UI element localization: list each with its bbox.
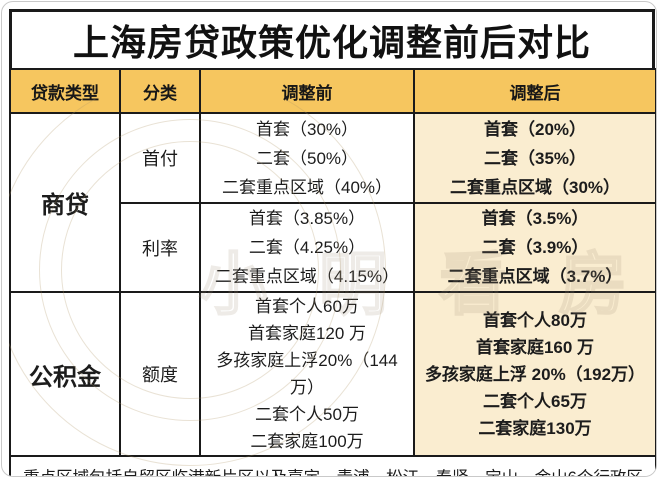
title-box: 上海房贷政策优化调整前后对比 xyxy=(9,9,655,71)
table-row-quota: 公积金 额度 首套个人60万 首套家庭120 万 多孩家庭上浮20%（144万）… xyxy=(9,291,656,457)
after-downpayment: 首套（20%） 二套（35%） 二套重点区域（30%） xyxy=(413,112,656,204)
after-quota: 首套个人80万 首套家庭160 万 多孩家庭上浮 20%（192万） 二套个人6… xyxy=(413,291,656,457)
header-loan-type: 贷款类型 xyxy=(9,68,121,114)
comparison-table: 贷款类型 分类 调整前 调整后 商贷 首付 首套（30%） 二套（50%） 二套… xyxy=(9,68,656,476)
before-rate: 首套（3.85%） 二套（4.25%） 二套重点区域（4.15%） xyxy=(199,202,415,293)
after-rate: 首套（3.5%） 二套（3.9%） 二套重点区域（3.7%） xyxy=(413,202,656,293)
footnote-text: 重点区域包括自贸区临港新片区以及嘉定、青浦、松江、奉贤、宝山、金山6个行政区 xyxy=(9,455,656,476)
category-quota: 额度 xyxy=(119,291,201,457)
before-quota: 首套个人60万 首套家庭120 万 多孩家庭上浮20%（144万） 二套个人50… xyxy=(199,291,415,457)
before-downpayment: 首套（30%） 二套（50%） 二套重点区域（40%） xyxy=(199,112,415,204)
table-header-row: 贷款类型 分类 调整前 调整后 xyxy=(9,68,656,114)
table-footnote-row: 重点区域包括自贸区临港新片区以及嘉定、青浦、松江、奉贤、宝山、金山6个行政区 xyxy=(9,455,656,476)
page-title: 上海房贷政策优化调整前后对比 xyxy=(72,22,591,63)
category-rate: 利率 xyxy=(119,202,201,293)
table-row-rate: 利率 首套（3.85%） 二套（4.25%） 二套重点区域（4.15%） 首套（… xyxy=(10,202,656,293)
policy-comparison-table: 上海房贷政策优化调整前后对比 贷款类型 分类 调整前 调整后 商贷 首付 首套（… xyxy=(9,9,656,476)
header-category: 分类 xyxy=(119,68,201,114)
category-downpayment: 首付 xyxy=(119,112,201,204)
loan-type-commercial: 商贷 xyxy=(9,112,121,293)
header-after: 调整后 xyxy=(413,68,656,114)
header-before: 调整前 xyxy=(199,68,415,114)
loan-type-provident-fund: 公积金 xyxy=(9,291,121,457)
table-row-downpayment: 商贷 首付 首套（30%） 二套（50%） 二套重点区域（40%） 首套（20%… xyxy=(9,112,656,293)
